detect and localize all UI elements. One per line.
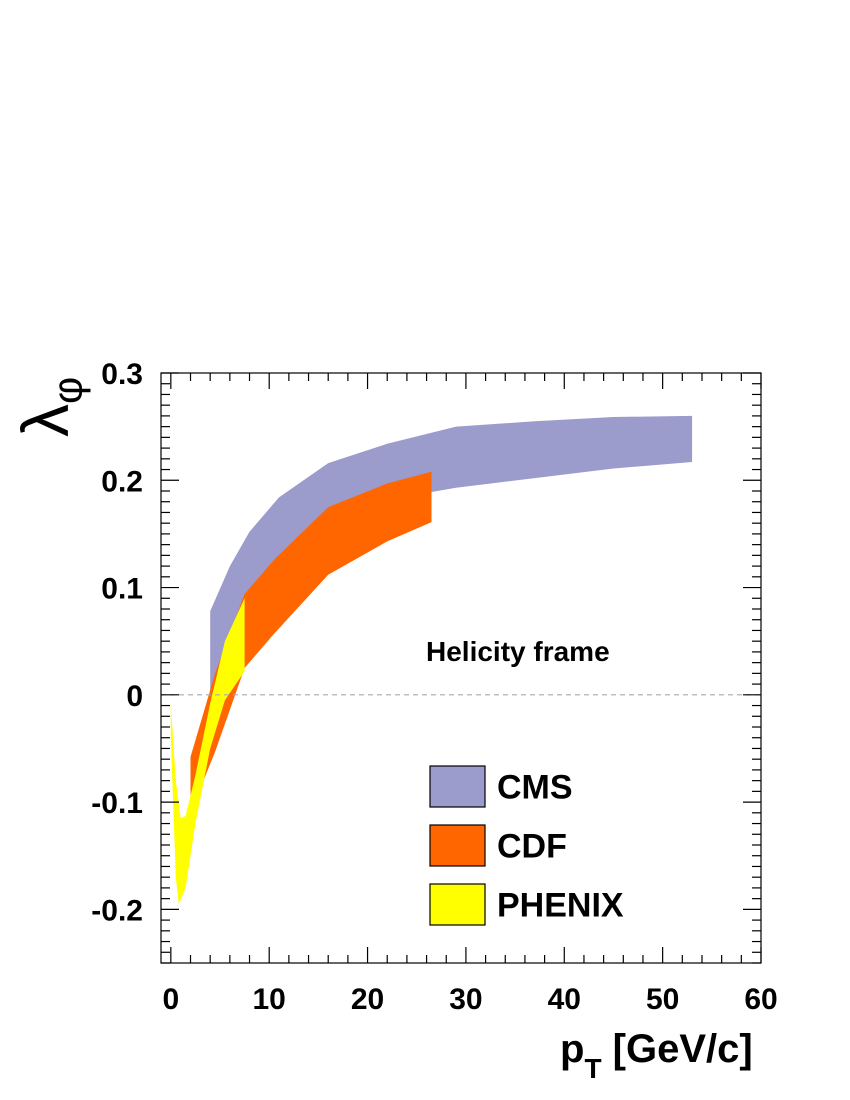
legend-swatch-cms <box>429 765 486 808</box>
data-bands <box>170 415 693 904</box>
x-axis-title-unit: [GeV/c] <box>602 1027 753 1071</box>
y-tick-label: -0.1 <box>91 787 143 820</box>
y-tick-label: 0 <box>126 680 143 713</box>
x-tick-label: 0 <box>162 983 179 1016</box>
x-axis-title-sub: T <box>584 1053 601 1084</box>
x-tick-label: 30 <box>449 983 482 1016</box>
x-tick-label: 10 <box>253 983 286 1016</box>
legend-label-cms: CMS <box>497 769 573 807</box>
band-phenix <box>170 598 245 904</box>
y-tick-label: 0.2 <box>101 465 143 498</box>
band-cms <box>210 415 693 692</box>
y-tick-label: -0.2 <box>91 894 143 927</box>
tick-labels: 0 10 20 30 40 50 60 -0.2 -0.1 0 0.1 0.2 0.3 <box>91 358 777 1016</box>
y-tick-label: 0.3 <box>101 358 143 391</box>
x-axis-title: pT [GeV/c] <box>560 1027 753 1084</box>
x-tick-label: 20 <box>351 983 384 1016</box>
helicity-frame-annotation: Helicity frame <box>426 636 610 667</box>
legend-label-phenix: PHENIX <box>497 887 624 925</box>
legend-label-cdf: CDF <box>497 828 567 866</box>
legend-swatch-phenix <box>429 883 486 926</box>
legend: CMS CDF PHENIX <box>429 765 624 926</box>
y-tick-label: 0.1 <box>101 573 143 606</box>
y-axis-title-sub: φ <box>44 377 91 404</box>
x-tick-label: 60 <box>744 983 777 1016</box>
x-tick-label: 40 <box>548 983 581 1016</box>
legend-swatch-cdf <box>429 824 486 867</box>
y-axis-title-main: λ <box>8 404 82 437</box>
plot-frame <box>160 372 762 964</box>
x-tick-label: 50 <box>646 983 679 1016</box>
x-axis-title-main: p <box>560 1027 584 1071</box>
axis-ticks <box>161 372 762 964</box>
y-axis-title: λφ <box>8 377 91 437</box>
